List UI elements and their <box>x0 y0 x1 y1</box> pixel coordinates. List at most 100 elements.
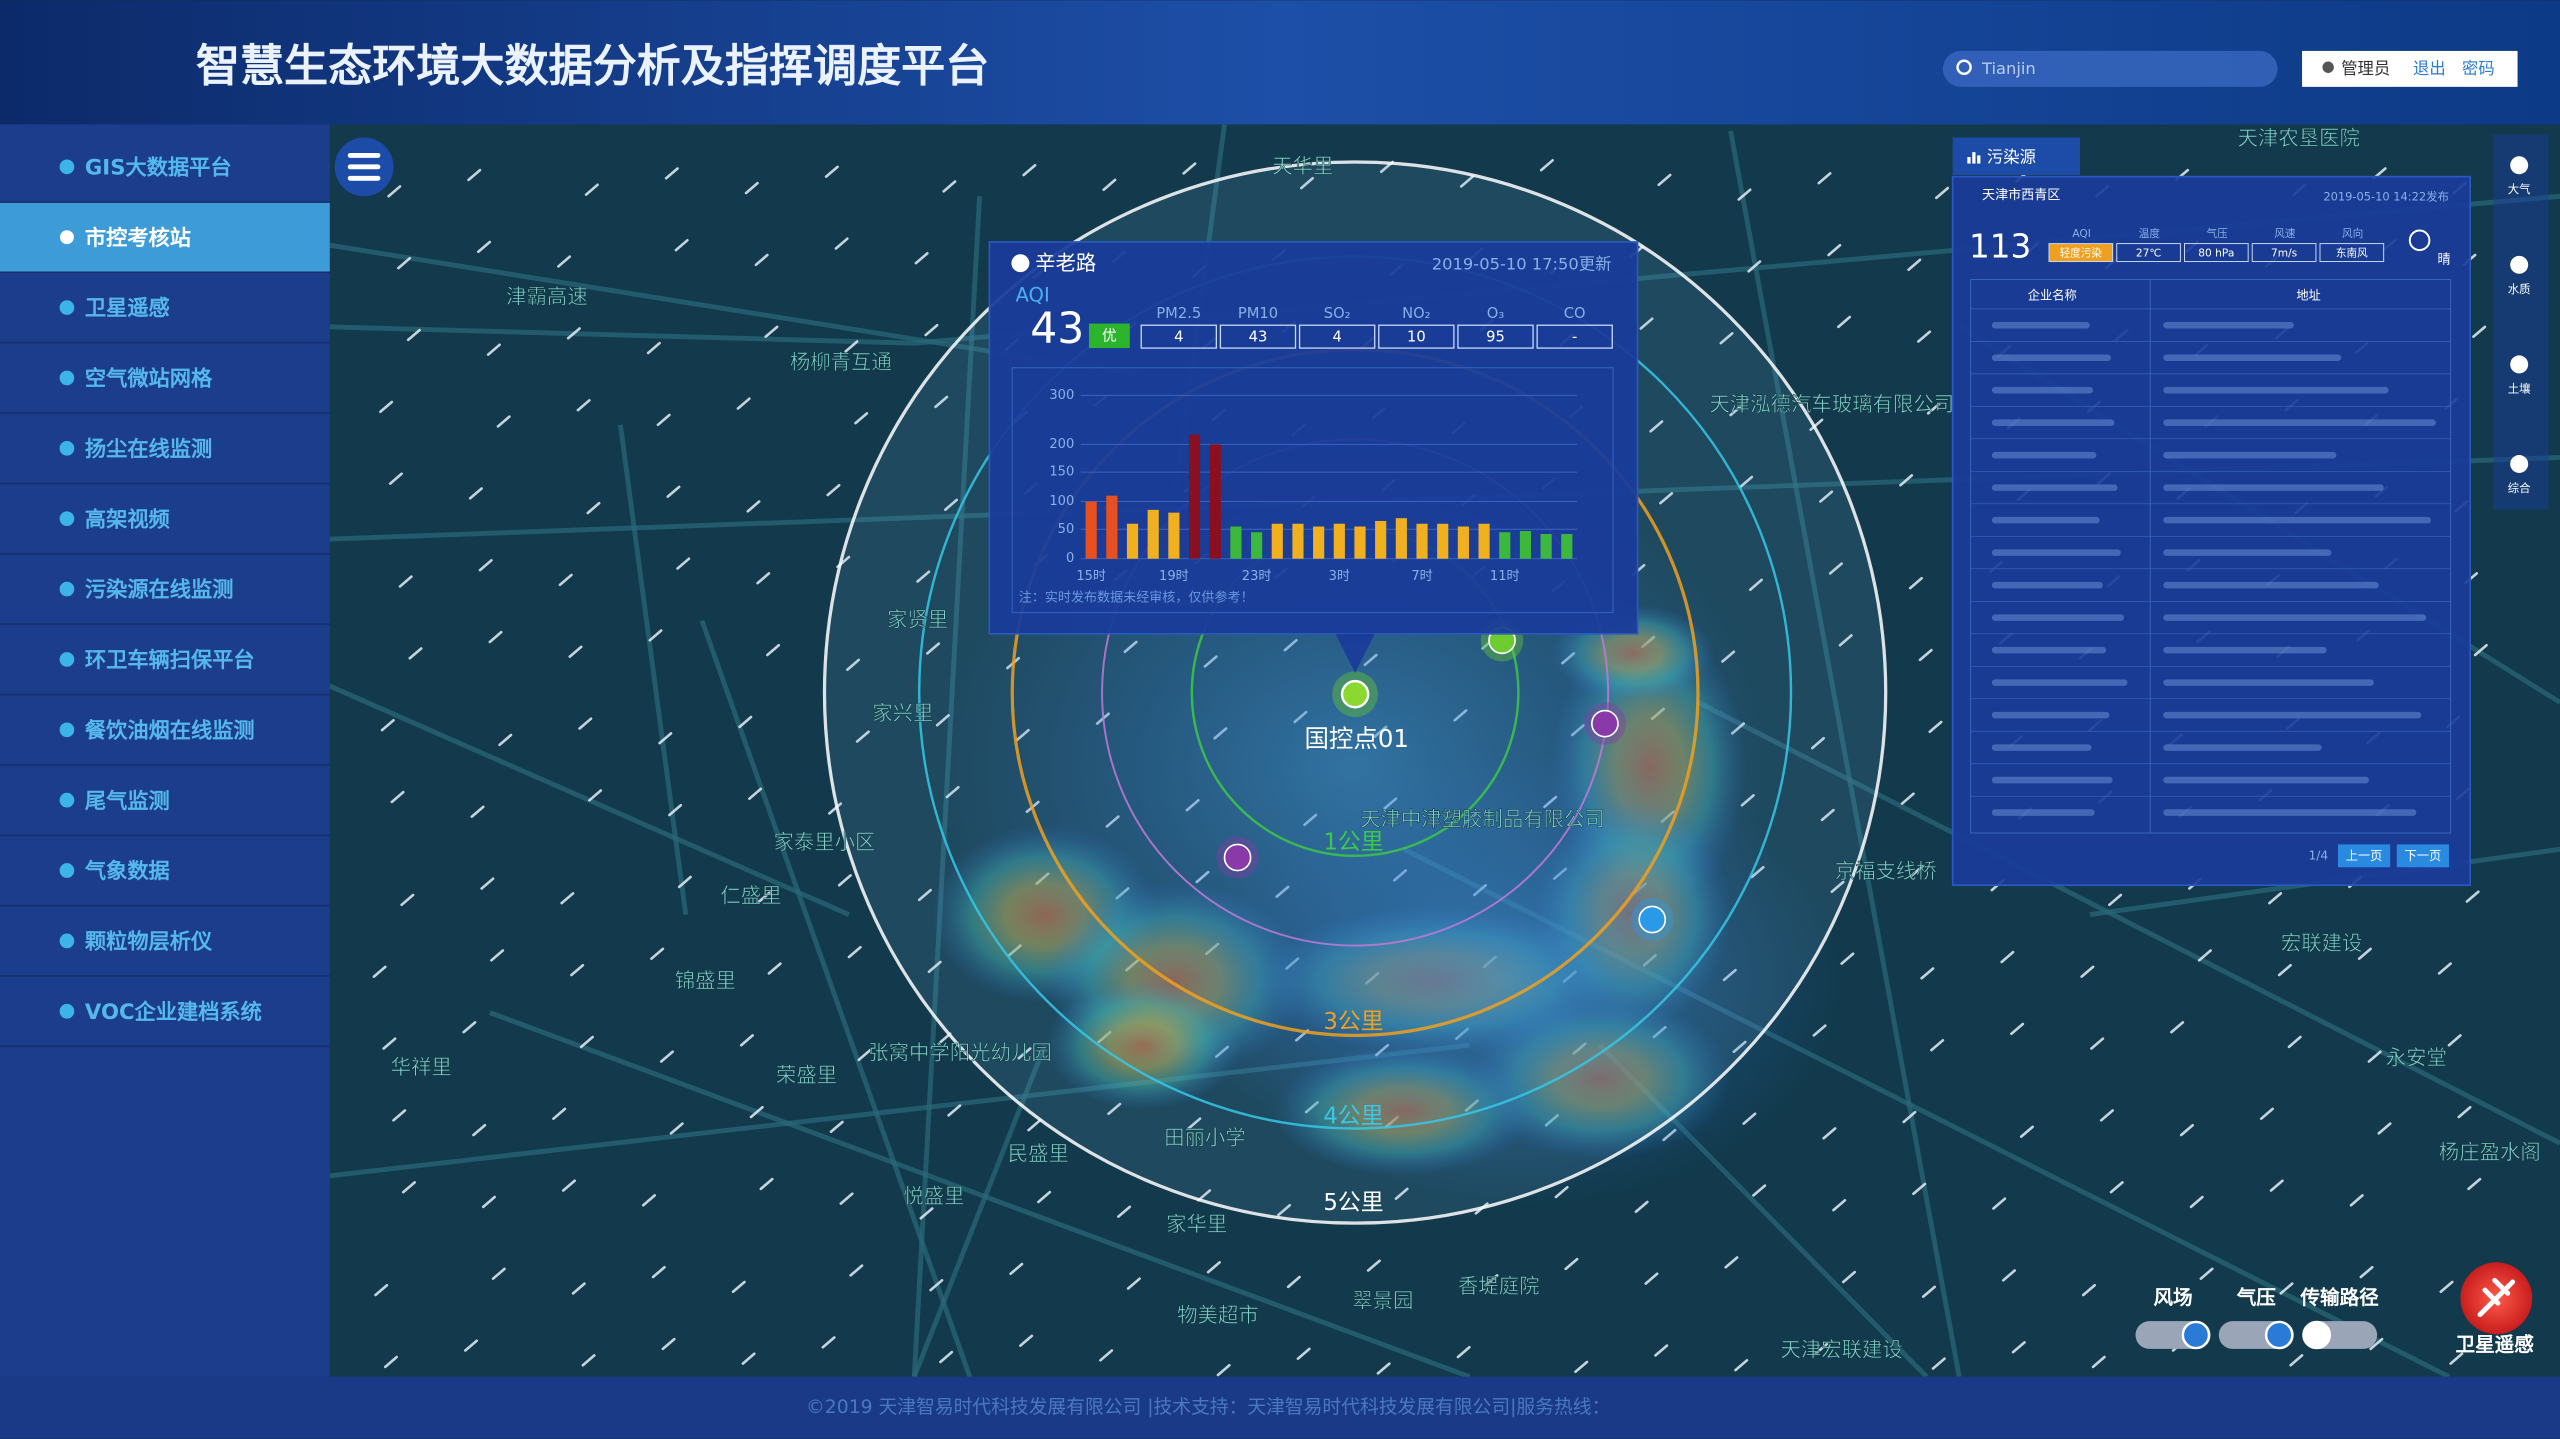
tool-icon[interactable] <box>2510 156 2529 175</box>
next-button[interactable] <box>2396 844 2449 868</box>
wind-arrow <box>491 1267 506 1280</box>
map-label: 永安堂 <box>2386 1045 2447 1069</box>
wind-arrow <box>392 1109 407 1122</box>
bar <box>1416 523 1428 559</box>
panel-tab-label[interactable]: 污染源 <box>1987 147 2036 166</box>
tool-label[interactable]: 大气 <box>2508 182 2531 196</box>
sidebar-item[interactable]: 高架视频 <box>85 506 171 532</box>
wind-arrow <box>1366 1259 1381 1272</box>
bar <box>1147 509 1159 559</box>
road <box>699 619 982 1406</box>
bar <box>1437 523 1449 559</box>
sidebar-item[interactable]: 环卫车辆扫保平台 <box>85 647 255 673</box>
wind-arrow <box>571 1282 586 1295</box>
wind-arrow <box>552 1107 567 1120</box>
wind-arrow <box>744 181 759 195</box>
wind-arrow <box>741 1352 756 1365</box>
sidebar-item[interactable]: 气象数据 <box>85 858 170 884</box>
wind-arrow <box>387 185 402 198</box>
wind-arrow <box>1037 1190 1052 1204</box>
sidebar-item[interactable]: 尾气监测 <box>85 788 170 814</box>
metric-value: 80 hPa <box>2198 246 2234 259</box>
bar <box>1395 518 1407 559</box>
tool-icon[interactable] <box>2510 355 2529 374</box>
footer-text: ©2019 天津智易时代科技发展有限公司 |技术支持：天津智易时代科技发展有限公… <box>806 1396 1610 1418</box>
satellite-label[interactable]: 卫星遥感 <box>2456 1333 2535 1356</box>
wind-arrow <box>1126 1277 1141 1290</box>
pollutant-value: 95 <box>1486 328 1505 345</box>
wind-arrow <box>588 789 603 802</box>
station-marker[interactable] <box>1591 709 1619 738</box>
map-label: 张窝中学阳光幼儿园 <box>868 1040 1052 1064</box>
sidebar-item[interactable]: 餐饮油烟在线监测 <box>85 717 255 743</box>
map-label: 锦盛里 <box>675 969 736 993</box>
wind-arrow <box>738 715 753 729</box>
wind-arrow <box>834 237 849 250</box>
tool-column <box>2493 134 2549 510</box>
logout-link[interactable]: 退出 <box>2413 59 2446 78</box>
tab-icon <box>1977 155 1981 164</box>
blurred-cell <box>1991 549 2121 556</box>
station-marker[interactable] <box>1340 679 1370 709</box>
pollutant-name: NO₂ <box>1402 305 1430 322</box>
bar <box>1499 532 1511 559</box>
wind-arrow <box>914 252 929 265</box>
wind-arrow <box>2367 1050 2382 1063</box>
wind-arrow <box>2472 325 2487 338</box>
sidebar-bullet <box>57 227 77 247</box>
tool-icon[interactable] <box>2510 455 2529 473</box>
station-marker[interactable] <box>1223 843 1252 872</box>
wind-arrow <box>1657 173 1672 187</box>
ring-label: 4公里 <box>1323 1104 1383 1130</box>
station-marker[interactable] <box>1638 905 1667 934</box>
wind-arrow <box>1376 1362 1391 1375</box>
wind-arrow <box>1654 1344 1669 1357</box>
next-label[interactable]: 下一页 <box>2404 849 2441 863</box>
toggle-knob[interactable] <box>2264 1320 2294 1350</box>
pollutant-value: 4 <box>1174 328 1183 345</box>
password-link[interactable]: 密码 <box>2462 59 2495 78</box>
wind-arrow <box>916 570 931 583</box>
district-aqi: 113 <box>1969 227 2031 265</box>
sun-icon <box>2408 229 2431 252</box>
toggle-knob[interactable] <box>2181 1320 2211 1350</box>
sidebar-item[interactable]: GIS大数据平台 <box>85 154 232 180</box>
toggle-knob[interactable] <box>2302 1320 2332 1350</box>
wind-arrow <box>557 255 572 268</box>
search-box[interactable] <box>1942 50 2278 87</box>
wind-arrow <box>401 1181 416 1194</box>
road <box>1728 130 1962 1378</box>
wind-arrow <box>1019 1334 1034 1347</box>
sidebar-item[interactable]: 卫星遥感 <box>85 295 170 321</box>
wind-arrow <box>374 1283 389 1297</box>
tool-label[interactable]: 水质 <box>2508 282 2531 296</box>
wind-arrow <box>1921 1285 1936 1298</box>
tool-label[interactable]: 土壤 <box>2508 381 2531 395</box>
wind-arrow <box>382 1037 397 1050</box>
sidebar-bullet <box>59 863 75 878</box>
sidebar-item[interactable]: 扬尘在线监测 <box>85 436 212 462</box>
search-placeholder[interactable]: Tianjin <box>1981 59 2036 78</box>
sidebar-item[interactable]: 颗粒物层析仪 <box>85 929 213 955</box>
road <box>617 424 689 915</box>
tool-icon[interactable] <box>2510 255 2529 274</box>
wind-arrow <box>2179 1123 2194 1137</box>
prev-label[interactable]: 上一页 <box>2346 849 2383 863</box>
wind-arrow <box>2369 1337 2384 1351</box>
menu-icon <box>347 175 381 181</box>
sidebar-item[interactable]: 市控考核站 <box>85 225 191 251</box>
wind-arrow <box>749 1105 764 1119</box>
wind-arrow <box>570 963 585 977</box>
wind-arrow <box>481 1195 496 1209</box>
y-tick-label: 0 <box>1066 551 1074 566</box>
sidebar-item[interactable]: VOC企业建档系统 <box>85 999 262 1025</box>
sidebar-bullet <box>59 511 75 527</box>
wind-arrow <box>467 168 482 182</box>
wind-arrow <box>472 1123 487 1137</box>
wind-arrow <box>669 1122 684 1135</box>
wind-arrow <box>488 630 503 644</box>
sidebar-item[interactable]: 空气微站网格 <box>85 366 213 392</box>
sidebar-item[interactable]: 污染源在线监测 <box>85 577 234 603</box>
prev-button[interactable] <box>2337 844 2391 868</box>
tool-label[interactable]: 综合 <box>2508 481 2531 495</box>
